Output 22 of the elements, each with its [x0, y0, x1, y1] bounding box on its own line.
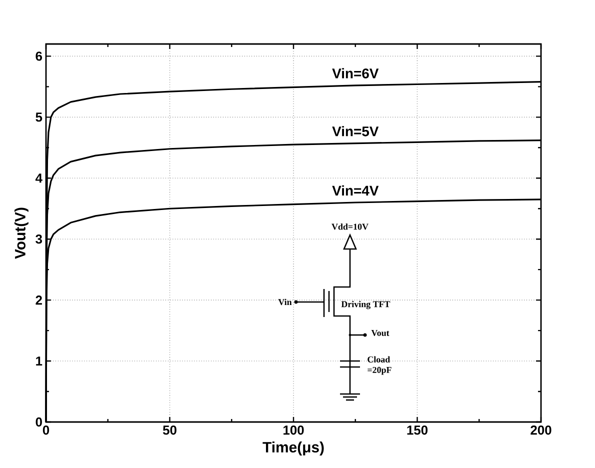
series-label: Vin=6V [332, 68, 379, 78]
y-tick-label: 0 [36, 417, 42, 427]
y-tick-label: 1 [36, 356, 42, 366]
y-tick-label: 2 [36, 296, 42, 305]
x-tick-label: 200 [530, 426, 552, 435]
y-tick-label: 5 [36, 112, 42, 122]
y-tick-label: 3 [36, 234, 42, 244]
x-tick-label: 0 [42, 426, 50, 435]
y-tick-label: 4 [35, 174, 42, 183]
y-axis-title: Vout(V) [14, 208, 28, 259]
annotation: Vout [371, 330, 390, 336]
x-tick-label: 50 [162, 426, 176, 435]
x-tick-label: 150 [407, 426, 428, 435]
x-tick-label: 100 [284, 426, 304, 435]
annotation: Driving TFT [341, 300, 390, 310]
annotation: Vin [278, 298, 292, 306]
series-label: Vin=5V [332, 126, 379, 136]
x-axis-title: Time(μs) [262, 442, 324, 456]
series-label: Vin=4V [332, 185, 379, 196]
y-tick-label: 6 [36, 52, 42, 61]
annotation: Cload =20pF [368, 356, 392, 375]
annotation: Vdd=10V [332, 223, 368, 230]
